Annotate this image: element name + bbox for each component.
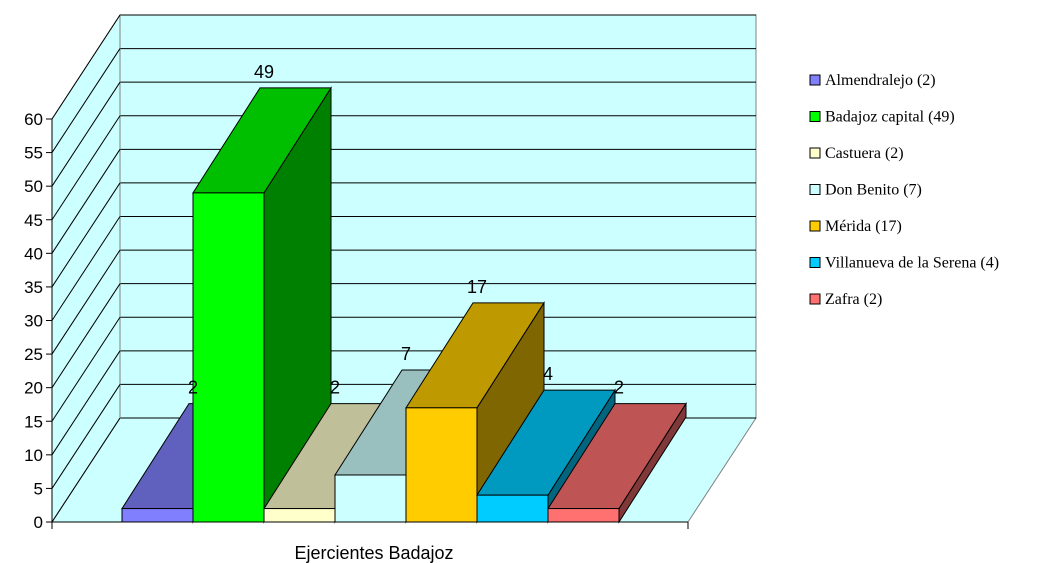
bar-front (476, 494, 549, 523)
legend-swatch (809, 74, 821, 86)
gridline-side (51, 316, 121, 422)
y-tick-label: 45 (24, 211, 43, 230)
legend-swatch (809, 293, 821, 305)
legend: Almendralejo (2) Badajoz capital (49) Cast… (809, 72, 999, 308)
data-label: 2 (614, 378, 624, 398)
data-label: 2 (330, 378, 340, 398)
y-tick-label: 0 (34, 513, 43, 532)
legend-swatch (809, 184, 821, 195)
bar-front (547, 508, 620, 523)
gridline-side (51, 249, 121, 355)
legend-item: Villanueva de la Serena (4) (809, 255, 999, 272)
y-tick-label: 60 (24, 110, 43, 129)
x-category-label: Ejercientes Badajoz (294, 543, 453, 563)
legend-item: Mérida (17) (809, 218, 902, 235)
bar (547, 401, 687, 524)
bar-series (121, 86, 687, 524)
data-label: 17 (467, 277, 487, 297)
y-tick-label: 25 (24, 345, 43, 364)
y-tick-label: 15 (24, 412, 43, 431)
gridline-side (51, 182, 121, 288)
legend-item: Zafra (2) (809, 291, 882, 308)
data-label: 7 (401, 344, 411, 364)
y-tick-label: 35 (24, 278, 43, 297)
legend-item: Almendralejo (2) (809, 72, 936, 89)
gridline-side (51, 384, 121, 489)
bar-front (121, 508, 194, 523)
bar-front (263, 508, 336, 523)
y-tick-label: 55 (24, 144, 43, 163)
legend-item: Badajoz capital (49) (809, 109, 955, 126)
y-tick-label: 30 (24, 312, 43, 331)
legend-label: Mérida (17) (825, 218, 902, 235)
y-tick-label: 50 (24, 177, 43, 196)
gridline-side (51, 81, 121, 187)
legend-label: Badajoz capital (49) (825, 109, 955, 126)
y-tick-label: 20 (24, 379, 43, 398)
bar-front (192, 192, 265, 523)
data-label: 2 (188, 378, 198, 398)
legend-item: Castuera (2) (809, 145, 904, 162)
y-tick-label: 40 (24, 244, 43, 263)
legend-label: Zafra (2) (825, 291, 882, 308)
legend-label: Almendralejo (2) (825, 72, 936, 89)
y-tick-label: 10 (24, 446, 43, 465)
legend-swatch (809, 147, 821, 159)
data-label: 49 (254, 62, 274, 82)
legend-swatch (809, 220, 821, 232)
y-tick-label: 5 (34, 479, 43, 498)
legend-swatch (809, 111, 821, 122)
gridline-side (51, 216, 121, 321)
legend-swatch (809, 257, 821, 268)
gridline-side (51, 115, 121, 221)
gridline-side (51, 14, 121, 120)
gridline-side (51, 48, 121, 153)
value-axis: 0 5 10 15 20 25 30 35 40 45 50 55 60 Ejercientes Bada… (24, 110, 689, 563)
data-labels: 2 49 2 7 17 4 2 (188, 62, 624, 398)
legend-label: Don Benito (7) (825, 182, 922, 199)
gridline-side (51, 350, 121, 456)
gridline-side (51, 149, 121, 254)
bar-front (334, 474, 407, 523)
gridline-side (51, 283, 121, 388)
bar-front (405, 407, 478, 523)
gridline-side (51, 417, 121, 523)
bar (405, 301, 545, 524)
bar (192, 86, 332, 524)
legend-label: Castuera (2) (825, 145, 904, 162)
legend-item: Don Benito (7) (809, 182, 922, 199)
legend-label: Villanueva de la Serena (4) (825, 255, 999, 272)
data-label: 4 (543, 364, 553, 384)
